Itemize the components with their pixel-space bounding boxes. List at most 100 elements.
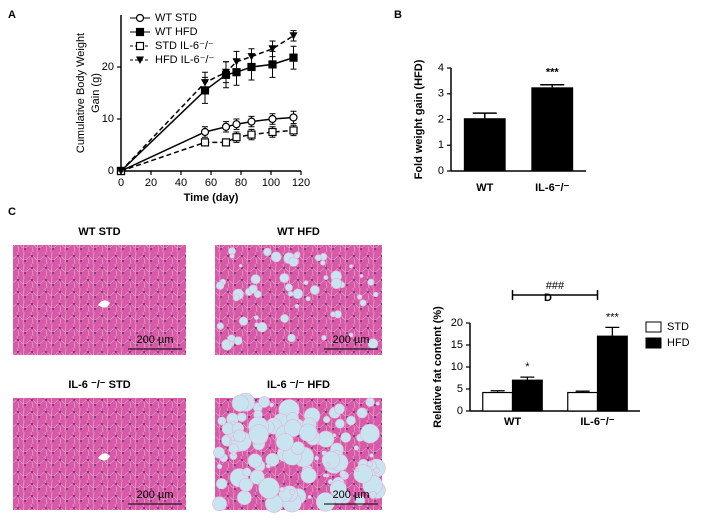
y-tick-label: 20 (451, 317, 463, 329)
y-axis-label: Fold weight gain (HFD) (413, 59, 425, 179)
fat-droplet (322, 473, 327, 478)
fat-droplet (327, 479, 333, 485)
legend-label: WT STD (155, 12, 197, 24)
fat-droplet (248, 424, 269, 445)
legend-label: HFD (667, 337, 690, 349)
marker (232, 58, 241, 66)
marker (289, 113, 298, 122)
fat-droplet (348, 332, 354, 338)
marker (247, 130, 256, 139)
legend-swatch (645, 321, 662, 333)
x-tick-label: 60 (205, 177, 217, 189)
fat-droplet (231, 451, 236, 456)
y-tick-label: 1 (438, 139, 444, 151)
y-tick-label: 0 (108, 165, 114, 177)
marker (221, 122, 231, 131)
fat-droplet (314, 254, 322, 262)
error-bar (605, 326, 620, 337)
marker (222, 68, 230, 77)
x-axis-label: Time (day) (184, 192, 239, 204)
bracket-label: ### (546, 280, 565, 292)
y-tick-label: 15 (451, 339, 463, 351)
fat-droplet (256, 321, 268, 333)
fat-droplet (323, 415, 331, 424)
legend-swatch (645, 337, 662, 349)
fat-droplet (325, 461, 331, 467)
marker (268, 60, 277, 69)
fat-droplet (372, 291, 379, 298)
fat-droplet (216, 463, 223, 470)
fat-droplet (287, 333, 296, 343)
marker (289, 53, 298, 62)
fat-droplet (289, 489, 295, 495)
fat-droplet (339, 470, 347, 478)
fat-droplet (213, 446, 225, 459)
legend-label: STD (667, 321, 689, 333)
fat-droplet (238, 316, 249, 326)
fat-droplet (228, 340, 235, 347)
legend-label: WT HFD (155, 26, 198, 38)
bar (511, 379, 543, 412)
fat-droplet (303, 280, 309, 286)
fat-droplet (263, 247, 272, 257)
fat-droplet (279, 273, 290, 283)
histology-image (13, 398, 186, 510)
significance: *** (606, 311, 620, 323)
fat-droplet (231, 394, 249, 412)
legend-label: HFD IL-6⁻/⁻ (155, 54, 214, 66)
fat-droplet (242, 467, 252, 477)
fat-droplet (330, 277, 342, 289)
legend-marker (135, 41, 145, 51)
series-line (120, 56, 294, 172)
marker (268, 114, 277, 124)
fat-droplet (284, 283, 293, 292)
fat-droplet (239, 477, 253, 492)
vessel (98, 453, 110, 461)
fat-droplet (280, 314, 289, 323)
marker (247, 117, 256, 126)
fat-droplet (269, 402, 274, 408)
marker (200, 138, 210, 147)
bar (531, 87, 574, 171)
significance: *** (546, 67, 560, 79)
fat-droplet (291, 441, 305, 455)
y-tick-label: 4 (438, 62, 444, 74)
fat-droplet (320, 260, 326, 266)
fat-droplet (353, 464, 373, 484)
significance: * (525, 361, 530, 373)
marker (289, 126, 298, 135)
marker (247, 53, 256, 61)
fat-droplet (275, 432, 294, 451)
legend-marker (135, 13, 145, 23)
fat-droplet (329, 480, 347, 498)
fat-droplet (294, 303, 300, 309)
fat-droplet (366, 460, 373, 468)
vessel (98, 300, 110, 308)
fat-droplet (216, 322, 224, 330)
image-title: WT STD (78, 226, 120, 238)
bracket (511, 290, 599, 300)
fat-droplet (323, 275, 329, 281)
marker (201, 79, 209, 87)
y-tick-label: 5 (457, 383, 463, 395)
image-title: WT HFD (277, 226, 320, 238)
marker (268, 45, 277, 53)
panel-label: B (394, 9, 402, 21)
y-tick-label: 20 (102, 61, 114, 73)
fat-droplet (310, 285, 320, 295)
legend-marker (136, 56, 144, 64)
fat-droplet (250, 274, 261, 285)
fat-droplet (314, 455, 319, 461)
fat-droplet (232, 294, 240, 302)
scale-bar-label: 200 µm (333, 489, 370, 501)
bar (567, 391, 599, 412)
fat-droplet (293, 252, 300, 259)
fat-droplet (369, 453, 374, 458)
y-tick-label: 10 (451, 361, 463, 373)
fat-droplet (249, 469, 265, 485)
y-axis-label: Gain (g) (90, 73, 102, 113)
scale-bar-label: 200 µm (137, 334, 174, 346)
panel-label: A (8, 9, 16, 21)
bar (596, 335, 628, 412)
